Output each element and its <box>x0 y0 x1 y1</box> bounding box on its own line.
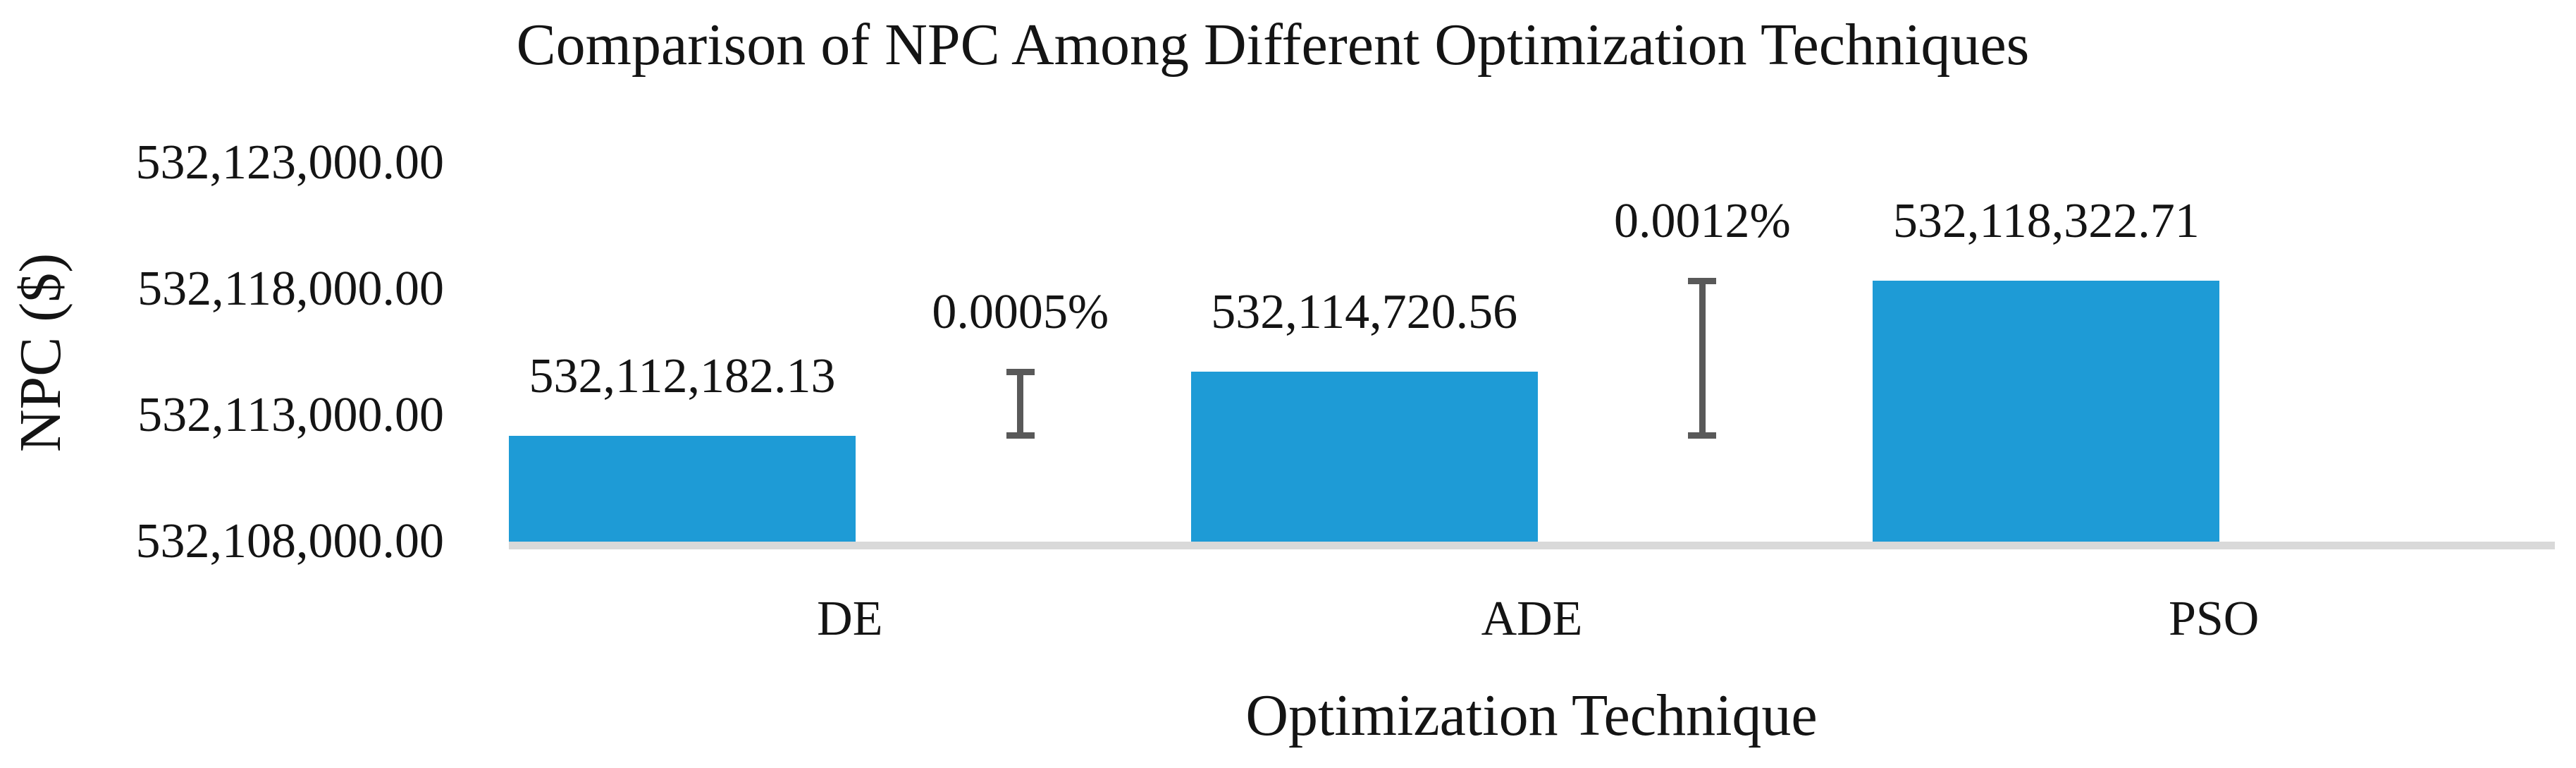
bar-pso <box>1873 281 2220 542</box>
difference-percent-label: 0.0005% <box>932 285 1109 340</box>
x-tick-label-de: DE <box>817 592 883 646</box>
difference-percent-label: 0.0012% <box>1614 194 1791 249</box>
y-axis-title: NPC ($) <box>8 252 73 453</box>
y-tick-label: 532,123,000.00 <box>135 135 445 190</box>
y-tick-label: 532,108,000.00 <box>135 514 445 568</box>
difference-marker <box>1006 369 1035 439</box>
y-tick-label: 532,118,000.00 <box>137 262 444 316</box>
bar-value-label: 532,118,322.71 <box>1892 194 2200 249</box>
marker-stem <box>1699 278 1706 439</box>
x-axis-title: Optimization Technique <box>1245 683 1818 748</box>
bar-value-label: 532,114,720.56 <box>1211 285 1518 340</box>
bar-ade <box>1190 372 1538 542</box>
x-tick-label-ade: ADE <box>1481 592 1583 646</box>
marker-stem <box>1017 369 1024 439</box>
bar-value-label: 532,112,182.13 <box>529 349 836 404</box>
difference-marker <box>1688 278 1717 439</box>
chart-title: Comparison of NPC Among Different Optimi… <box>516 12 2030 78</box>
y-tick-label: 532,113,000.00 <box>137 388 444 442</box>
x-tick-label-pso: PSO <box>2168 592 2260 646</box>
bar-de <box>509 436 856 542</box>
x-axis-line <box>509 542 2555 549</box>
